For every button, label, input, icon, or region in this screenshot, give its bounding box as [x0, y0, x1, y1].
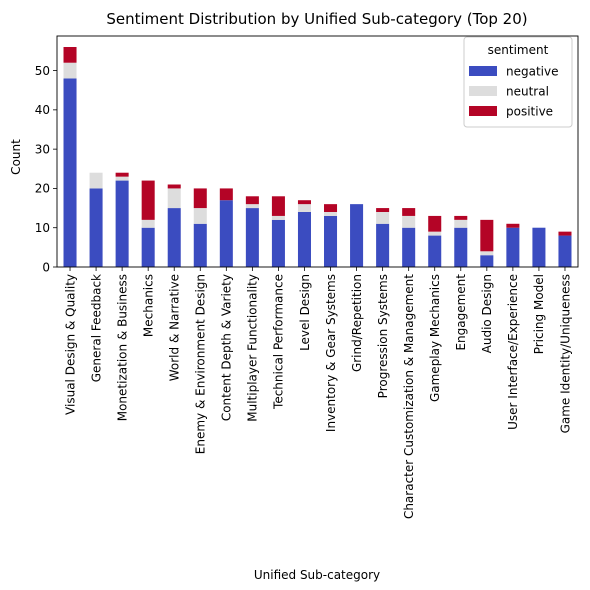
bar-negative-16 — [454, 227, 468, 267]
bar-neutral-5 — [167, 188, 181, 209]
legend: sentiment negative neutral positive — [463, 36, 573, 128]
bar-negative-9 — [271, 219, 285, 267]
bar-negative-15 — [428, 235, 442, 267]
bar-positive-14 — [402, 208, 416, 216]
bar-positive-1 — [63, 47, 77, 63]
legend-swatch-positive — [469, 106, 497, 116]
chart-title: Sentiment Distribution by Unified Sub-ca… — [106, 10, 527, 28]
x-tick-label: Multiplayer Functionality — [246, 274, 260, 422]
x-tick-label: Visual Design & Quality — [63, 274, 77, 415]
bar-neutral-6 — [193, 208, 207, 224]
y-tick-label: 50 — [35, 64, 50, 78]
bar-negative-3 — [115, 180, 129, 267]
x-tick-label: Content Depth & Variety — [220, 274, 234, 421]
bar-positive-20 — [558, 231, 572, 236]
bar-positive-11 — [324, 204, 338, 212]
x-tick-label: General Feedback — [89, 274, 103, 382]
bar-positive-16 — [454, 215, 468, 220]
x-tick-label: World & Narrative — [168, 274, 182, 381]
bar-neutral-9 — [271, 215, 285, 220]
bar-neutral-16 — [454, 219, 468, 228]
x-tick-label: Pricing Model — [532, 274, 546, 354]
bars-group — [63, 47, 572, 267]
bar-neutral-13 — [376, 212, 390, 224]
y-axis-label: Count — [9, 139, 23, 175]
bar-neutral-8 — [245, 204, 259, 209]
legend-swatch-neutral — [469, 86, 497, 96]
bar-neutral-15 — [428, 231, 442, 236]
x-tick-label: User Interface/Experience — [506, 274, 520, 430]
bar-negative-18 — [506, 227, 520, 267]
bar-neutral-4 — [141, 219, 155, 228]
bar-negative-2 — [89, 188, 103, 267]
bar-positive-13 — [376, 208, 390, 212]
bar-neutral-14 — [402, 215, 416, 228]
legend-label-positive: positive — [506, 105, 553, 119]
x-ticks-group: Visual Design & Quality General Feedback M… — [63, 267, 572, 519]
bar-negative-5 — [167, 208, 181, 267]
bar-negative-12 — [350, 204, 364, 267]
bar-positive-8 — [245, 196, 259, 205]
bar-negative-4 — [141, 227, 155, 267]
bar-positive-5 — [167, 184, 181, 189]
bar-positive-10 — [297, 200, 311, 205]
bar-positive-17 — [480, 219, 494, 252]
x-tick-label: Grind/Repetition — [350, 274, 364, 372]
bar-negative-11 — [324, 215, 338, 267]
x-tick-label: Mechanics — [141, 274, 155, 337]
bar-negative-20 — [558, 235, 572, 267]
legend-title: sentiment — [488, 43, 549, 57]
bar-negative-6 — [193, 223, 207, 267]
bar-neutral-3 — [115, 176, 129, 181]
x-tick-label: Monetization & Business — [115, 274, 129, 421]
x-tick-label: Audio Design — [480, 274, 494, 353]
legend-swatch-negative — [469, 66, 497, 76]
y-tick-label: 10 — [35, 221, 50, 235]
x-tick-label: Game Identity/Uniqueness — [558, 274, 572, 433]
bar-positive-4 — [141, 180, 155, 220]
y-ticks-group: 0 10 20 30 40 50 — [35, 64, 57, 274]
bar-negative-10 — [297, 212, 311, 267]
bar-negative-8 — [245, 208, 259, 267]
y-tick-label: 30 — [35, 142, 50, 156]
bar-neutral-2 — [89, 172, 103, 189]
x-axis-label: Unified Sub-category — [254, 568, 380, 582]
y-tick-label: 40 — [35, 103, 50, 117]
x-tick-label: Engagement — [454, 274, 468, 351]
bar-positive-7 — [219, 188, 233, 201]
x-tick-label: Progression Systems — [376, 274, 390, 398]
bar-positive-9 — [271, 196, 285, 216]
bar-negative-1 — [63, 78, 77, 267]
bar-positive-3 — [115, 172, 129, 177]
x-tick-label: Inventory & Gear Systems — [324, 274, 338, 432]
bar-negative-7 — [219, 200, 233, 267]
x-tick-label: Technical Performance — [272, 274, 286, 410]
legend-label-neutral: neutral — [506, 85, 549, 99]
bar-negative-13 — [376, 223, 390, 267]
plot-frame — [56, 35, 579, 268]
bar-positive-18 — [506, 223, 520, 228]
bar-negative-19 — [532, 227, 546, 267]
bar-positive-15 — [428, 215, 442, 232]
bar-positive-6 — [193, 188, 207, 209]
bar-neutral-1 — [63, 62, 77, 79]
legend-box — [463, 36, 573, 128]
y-tick-label: 20 — [35, 182, 50, 196]
bar-neutral-17 — [480, 251, 494, 256]
legend-label-negative: negative — [506, 65, 558, 79]
x-tick-label: Enemy & Environment Design — [194, 274, 208, 454]
bar-negative-14 — [402, 227, 416, 267]
x-tick-label: Gameplay Mechanics — [428, 274, 442, 402]
bar-neutral-11 — [324, 212, 338, 216]
x-tick-label: Level Design — [298, 274, 312, 351]
bar-neutral-10 — [297, 204, 311, 212]
y-tick-label: 0 — [42, 260, 50, 274]
x-tick-label: Character Customization & Management — [402, 274, 416, 519]
bar-negative-17 — [480, 255, 494, 267]
